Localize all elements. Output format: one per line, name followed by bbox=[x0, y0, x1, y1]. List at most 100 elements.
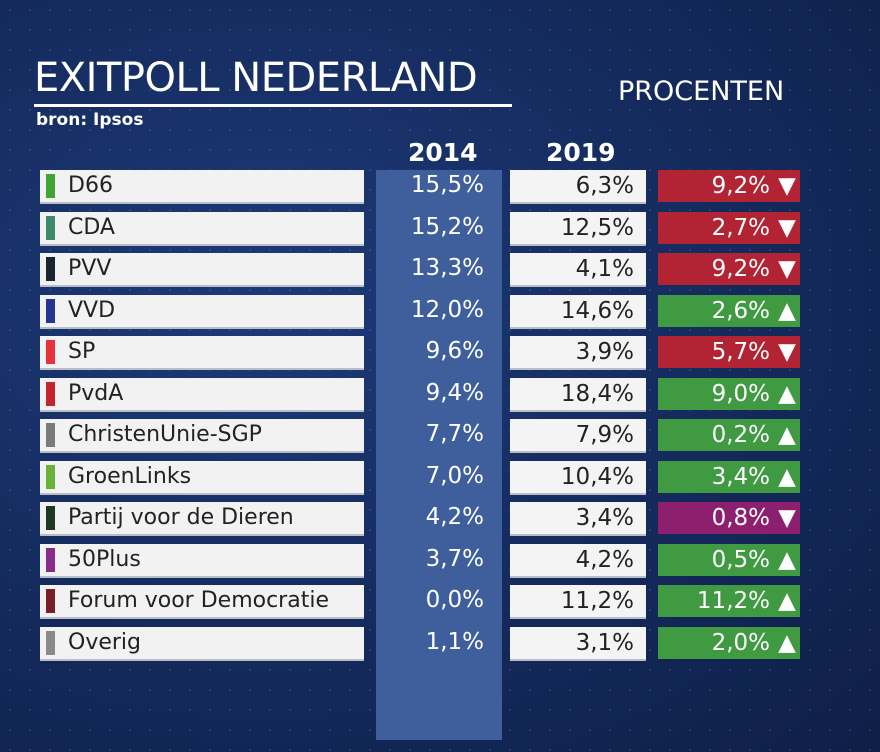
value-2014: 1,1% bbox=[425, 629, 484, 655]
party-name: D66 bbox=[68, 173, 113, 198]
change-value: 2,0% bbox=[711, 630, 770, 656]
value-2014: 7,7% bbox=[425, 421, 484, 447]
change-value: 0,5% bbox=[711, 547, 770, 573]
value-2019-cell: 3,1% bbox=[510, 627, 646, 661]
party-cell: 50Plus bbox=[40, 544, 364, 578]
party-color-swatch bbox=[46, 465, 55, 489]
value-2014: 13,3% bbox=[410, 255, 484, 281]
party-color-swatch bbox=[46, 506, 55, 530]
party-name: Forum voor Democratie bbox=[68, 588, 329, 613]
party-color-swatch bbox=[46, 257, 55, 281]
triangle-down-icon: ▼ bbox=[778, 256, 796, 282]
party-cell: Forum voor Democratie bbox=[40, 585, 364, 619]
party-color-swatch bbox=[46, 340, 55, 364]
party-name: VVD bbox=[68, 298, 116, 323]
party-color-swatch bbox=[46, 589, 55, 613]
party-name: Partij voor de Dieren bbox=[68, 505, 294, 530]
value-2019: 10,4% bbox=[560, 464, 634, 490]
change-value: 2,6% bbox=[711, 298, 770, 324]
value-2019-cell: 3,4% bbox=[510, 502, 646, 536]
value-2019-cell: 7,9% bbox=[510, 419, 646, 453]
triangle-down-icon: ▼ bbox=[778, 173, 796, 199]
party-color-swatch bbox=[46, 299, 55, 323]
value-2014: 15,5% bbox=[410, 172, 484, 198]
triangle-up-icon: ▲ bbox=[778, 298, 796, 324]
value-2019-cell: 11,2% bbox=[510, 585, 646, 619]
value-2019-cell: 6,3% bbox=[510, 170, 646, 204]
value-2019: 3,1% bbox=[575, 630, 634, 656]
value-2019: 11,2% bbox=[560, 588, 634, 614]
triangle-up-icon: ▲ bbox=[778, 630, 796, 656]
value-2019: 14,6% bbox=[560, 298, 634, 324]
value-2019: 6,3% bbox=[575, 173, 634, 199]
change-cell: 9,2% ▼ bbox=[658, 253, 800, 285]
party-cell: VVD bbox=[40, 295, 364, 329]
party-color-swatch bbox=[46, 423, 55, 447]
value-2014: 0,0% bbox=[425, 587, 484, 613]
triangle-up-icon: ▲ bbox=[778, 588, 796, 614]
value-2019-cell: 14,6% bbox=[510, 295, 646, 329]
triangle-down-icon: ▼ bbox=[778, 339, 796, 365]
party-name: PvdA bbox=[68, 381, 124, 406]
change-cell: 0,5% ▲ bbox=[658, 544, 800, 576]
party-cell: PvdA bbox=[40, 378, 364, 412]
value-2014: 3,7% bbox=[425, 546, 484, 572]
party-cell: ChristenUnie-SGP bbox=[40, 419, 364, 453]
change-value: 9,0% bbox=[711, 381, 770, 407]
change-cell: 5,7% ▼ bbox=[658, 336, 800, 368]
party-color-swatch bbox=[46, 216, 55, 240]
party-cell: GroenLinks bbox=[40, 461, 364, 495]
triangle-up-icon: ▲ bbox=[778, 381, 796, 407]
party-name: ChristenUnie-SGP bbox=[68, 422, 262, 447]
value-2019: 4,1% bbox=[575, 256, 634, 282]
column-2014-background bbox=[376, 170, 502, 740]
party-color-swatch bbox=[46, 548, 55, 572]
party-name: PVV bbox=[68, 256, 112, 281]
change-value: 11,2% bbox=[696, 588, 770, 614]
value-2019: 18,4% bbox=[560, 381, 634, 407]
page-title: EXITPOLL NEDERLAND bbox=[34, 55, 478, 101]
change-cell: 0,2% ▲ bbox=[658, 419, 800, 451]
change-cell: 3,4% ▲ bbox=[658, 461, 800, 493]
column-header-2019: 2019 bbox=[546, 138, 616, 167]
title-underline bbox=[34, 104, 512, 107]
value-2014: 15,2% bbox=[410, 214, 484, 240]
value-2014: 7,0% bbox=[425, 463, 484, 489]
party-name: CDA bbox=[68, 215, 115, 240]
value-2019-cell: 12,5% bbox=[510, 212, 646, 246]
value-2019: 12,5% bbox=[560, 215, 634, 241]
party-name: 50Plus bbox=[68, 547, 141, 572]
triangle-up-icon: ▲ bbox=[778, 422, 796, 448]
change-value: 9,2% bbox=[711, 256, 770, 282]
change-cell: 9,2% ▼ bbox=[658, 170, 800, 202]
value-2014: 12,0% bbox=[410, 297, 484, 323]
change-cell: 11,2% ▲ bbox=[658, 585, 800, 617]
triangle-up-icon: ▲ bbox=[778, 464, 796, 490]
unit-label: PROCENTEN bbox=[618, 76, 785, 107]
value-2019-cell: 3,9% bbox=[510, 336, 646, 370]
triangle-down-icon: ▼ bbox=[778, 505, 796, 531]
party-name: GroenLinks bbox=[68, 464, 192, 489]
party-color-swatch bbox=[46, 382, 55, 406]
change-value: 2,7% bbox=[711, 215, 770, 241]
change-cell: 9,0% ▲ bbox=[658, 378, 800, 410]
party-color-swatch bbox=[46, 174, 55, 198]
party-cell: SP bbox=[40, 336, 364, 370]
triangle-down-icon: ▼ bbox=[778, 215, 796, 241]
change-cell: 2,6% ▲ bbox=[658, 295, 800, 327]
change-cell: 2,7% ▼ bbox=[658, 212, 800, 244]
party-cell: CDA bbox=[40, 212, 364, 246]
value-2014: 9,6% bbox=[425, 338, 484, 364]
change-value: 0,2% bbox=[711, 422, 770, 448]
party-cell: D66 bbox=[40, 170, 364, 204]
change-value: 5,7% bbox=[711, 339, 770, 365]
value-2019: 3,9% bbox=[575, 339, 634, 365]
change-cell: 2,0% ▲ bbox=[658, 627, 800, 659]
source-label: bron: Ipsos bbox=[36, 110, 144, 130]
triangle-up-icon: ▲ bbox=[778, 547, 796, 573]
value-2019: 7,9% bbox=[575, 422, 634, 448]
value-2019-cell: 18,4% bbox=[510, 378, 646, 412]
value-2019-cell: 10,4% bbox=[510, 461, 646, 495]
column-header-2014: 2014 bbox=[408, 138, 478, 167]
